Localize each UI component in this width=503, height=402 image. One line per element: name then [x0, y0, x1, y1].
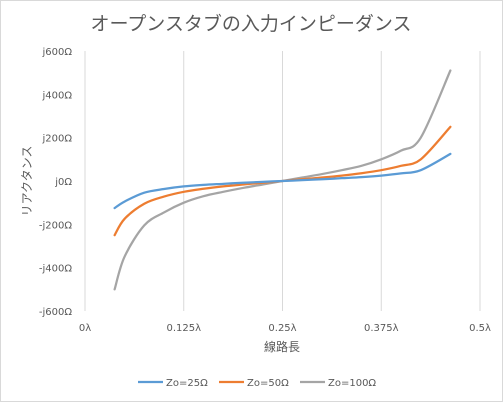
legend-label: Zo=100Ω — [328, 378, 376, 389]
y-tick-label: -j400Ω — [39, 264, 72, 275]
x-tick-label: 0.5λ — [469, 323, 491, 334]
legend-label: Zo=25Ω — [166, 378, 208, 389]
legend: Zo=25Ω Zo=50Ω Zo=100Ω — [138, 378, 376, 389]
y-tick-label: -j600Ω — [39, 307, 72, 318]
y-tick-label: -j200Ω — [39, 220, 72, 231]
chart-title: オープンスタブの入力インピーダンス — [90, 12, 411, 35]
axis-labels-layer: 0λ 0.125λ 0.25λ 0.375λ 0.5λ j600Ω j400Ω j200Ω j0… — [39, 47, 491, 334]
legend-label: Zo=50Ω — [247, 378, 289, 389]
x-tick-label: 0λ — [79, 323, 91, 334]
series-line — [113, 152, 452, 210]
series-layer — [113, 69, 452, 291]
x-tick-label: 0.25λ — [268, 323, 296, 334]
y-tick-label: j400Ω — [41, 90, 72, 101]
y-axis-title: リアクタンス — [20, 146, 34, 217]
x-tick-label: 0.375λ — [364, 323, 399, 334]
y-tick-label: j0Ω — [54, 177, 72, 188]
y-tick-label: j200Ω — [41, 134, 72, 145]
y-tick-label: j600Ω — [41, 47, 72, 58]
x-tick-label: 0.125λ — [166, 323, 201, 334]
x-axis-title: 線路長 — [264, 339, 300, 354]
